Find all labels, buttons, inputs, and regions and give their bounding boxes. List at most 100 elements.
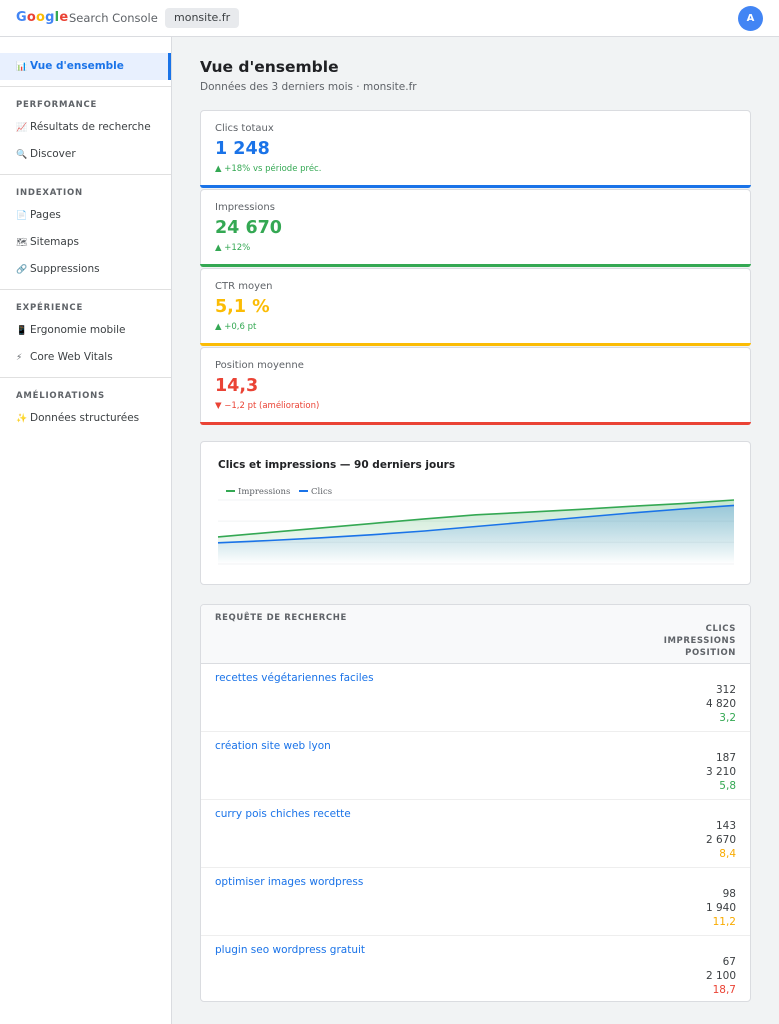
clicks-value: 143 [715, 820, 736, 832]
query-link[interactable]: création site web lyon [215, 740, 331, 752]
sidebar-item-label: Sitemaps [30, 236, 79, 248]
link-icon: 🔗 [16, 265, 28, 275]
clicks-value: 312 [715, 684, 736, 696]
performance-chart[interactable]: Impressions Clics [201, 442, 752, 586]
metric-accent-bar [200, 422, 751, 425]
table-row[interactable]: curry pois chiches recette 143 2 670 8,4 [201, 800, 750, 868]
page-title: Vue d'ensemble [200, 58, 339, 76]
table-row[interactable]: optimiser images wordpress 98 1 940 11,2 [201, 868, 750, 936]
clicks-value: 98 [722, 888, 736, 900]
legend-label: Impressions [238, 487, 290, 497]
divider [0, 86, 171, 87]
logo-letter: e [59, 10, 69, 25]
sidebar-item-removals[interactable]: 🔗 Suppressions [16, 263, 100, 275]
avatar[interactable]: A [738, 6, 763, 31]
product-name: Search Console [69, 11, 158, 25]
metric-card-ctr[interactable]: CTR moyen 5,1 % ▲ +0,6 pt [200, 268, 751, 346]
sidebar-item-overview[interactable] [0, 53, 171, 80]
position-value: 5,8 [719, 780, 736, 792]
position-value: 11,2 [712, 916, 736, 928]
column-header-impressions[interactable]: IMPRESSIONS [663, 636, 736, 646]
sidebar-item-core-web-vitals[interactable]: ⚡ Core Web Vitals [16, 351, 113, 363]
page-subtitle: Données des 3 derniers mois · monsite.fr [200, 81, 417, 93]
sidebar-item-label: Vue d'ensemble [30, 60, 124, 72]
page-icon: 📄 [16, 211, 28, 221]
sidebar-item-label: Ergonomie mobile [30, 324, 126, 336]
table-row[interactable]: plugin seo wordpress gratuit 67 2 100 18,7 [201, 936, 750, 1001]
section-title-performance: PERFORMANCE [16, 100, 98, 110]
mobile-icon: 📱 [16, 326, 28, 336]
metric-label: Clics totaux [215, 123, 274, 134]
queries-table: REQUÊTE DE RECHERCHE CLICS IMPRESSIONS P… [200, 604, 751, 1002]
metric-label: Position moyenne [215, 360, 304, 371]
sidebar-item-overview-label[interactable]: 📊 Vue d'ensemble [16, 60, 124, 72]
position-value: 8,4 [719, 848, 736, 860]
sidebar-item-label: Core Web Vitals [30, 351, 113, 363]
map-icon: 🗺 [16, 238, 28, 248]
line-chart-icon: 📈 [16, 123, 28, 133]
chart-line-impressions [217, 499, 735, 538]
metric-card-position[interactable]: Position moyenne 14,3 ▼ −1,2 pt (amélior… [200, 347, 751, 425]
section-title-indexation: INDEXATION [16, 188, 83, 198]
sidebar-item-label: Résultats de recherche [30, 121, 151, 133]
sidebar-item-label: Discover [30, 148, 76, 160]
search-icon: 🔍 [16, 150, 28, 160]
metric-label: CTR moyen [215, 281, 273, 292]
table-row[interactable]: recettes végétariennes faciles 312 4 820 3,… [201, 664, 750, 732]
column-header-position[interactable]: POSITION [685, 648, 736, 658]
logo-letter: o [36, 10, 46, 25]
metric-value: 14,3 [215, 376, 259, 396]
chart-area-clics [218, 505, 734, 564]
legend-label: Clics [311, 487, 332, 497]
query-link[interactable]: curry pois chiches recette [215, 808, 351, 820]
metric-card-impressions[interactable]: Impressions 24 670 ▲ +12% [200, 189, 751, 267]
logo-letter: l [54, 10, 60, 25]
impressions-value: 4 820 [705, 698, 736, 710]
logo-letter: G [16, 10, 27, 25]
logo-letter: g [45, 10, 55, 25]
section-title-enhancements: AMÉLIORATIONS [16, 391, 105, 401]
lightning-icon: ⚡ [16, 353, 23, 363]
bar-chart-icon: 📊 [16, 62, 28, 72]
sidebar-item-mobile-usability[interactable]: 📱 Ergonomie mobile [16, 324, 126, 336]
metric-delta: ▲ +18% vs période préc. [215, 164, 322, 174]
sidebar-item-label: Suppressions [30, 263, 100, 275]
sidebar-item-sitemaps[interactable]: 🗺 Sitemaps [16, 236, 79, 248]
position-value: 18,7 [712, 984, 736, 996]
section-title-experience: EXPÉRIENCE [16, 303, 84, 313]
query-link[interactable]: optimiser images wordpress [215, 876, 364, 888]
divider [0, 377, 171, 378]
position-value: 3,2 [719, 712, 736, 724]
google-logo[interactable]: Google [16, 10, 68, 25]
sidebar: 📊 Vue d'ensemble PERFORMANCE 📈 Résultats d… [0, 37, 172, 1024]
metric-value: 1 248 [215, 139, 270, 159]
impressions-value: 1 940 [705, 902, 736, 914]
impressions-value: 2 100 [705, 970, 736, 982]
metric-card-clicks[interactable]: Clics totaux 1 248 ▲ +18% vs période pré… [200, 110, 751, 188]
performance-chart-card: Clics et impressions — 90 derniers jours… [200, 441, 751, 585]
column-header-query[interactable]: REQUÊTE DE RECHERCHE [215, 613, 347, 623]
table-row[interactable]: création site web lyon 187 3 210 5,8 [201, 732, 750, 800]
column-header-clicks[interactable]: CLICS [705, 624, 736, 634]
clicks-value: 67 [722, 956, 736, 968]
sidebar-item-search-results[interactable]: 📈 Résultats de recherche [16, 121, 151, 133]
sidebar-item-label: Données structurées [30, 412, 140, 424]
clicks-value: 187 [715, 752, 736, 764]
query-link[interactable]: plugin seo wordpress gratuit [215, 944, 366, 956]
sidebar-item-discover[interactable]: 🔍 Discover [16, 148, 76, 160]
query-link[interactable]: recettes végétariennes faciles [215, 672, 374, 684]
chart-line-clics [217, 504, 735, 544]
metric-accent-bar [200, 185, 751, 188]
table-header: REQUÊTE DE RECHERCHE CLICS IMPRESSIONS P… [201, 605, 750, 664]
logo-letter: o [26, 10, 37, 25]
sidebar-item-structured-data[interactable]: ✨ Données structurées [16, 412, 139, 424]
sidebar-item-label: Pages [30, 209, 61, 221]
property-selector[interactable]: monsite.fr [165, 8, 240, 28]
metric-accent-bar [200, 264, 751, 267]
sidebar-item-pages[interactable]: 📄 Pages [16, 209, 61, 221]
metric-value: 5,1 % [215, 297, 270, 317]
top-bar: Google Search Console monsite.fr A [0, 0, 779, 37]
metric-delta: ▲ +0,6 pt [215, 322, 257, 332]
metric-value: 24 670 [215, 218, 282, 238]
divider [0, 174, 171, 175]
